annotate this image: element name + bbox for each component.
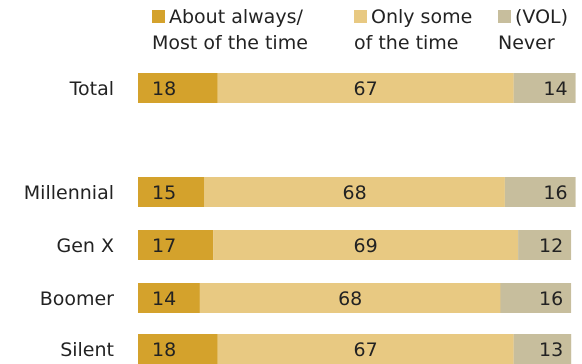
data-label-total-2: 67 <box>354 78 378 100</box>
data-label-silent-1: 18 <box>152 339 176 361</box>
category-label-total: Total <box>69 78 114 100</box>
bar-segment-silent-2 <box>217 334 514 364</box>
data-label-millennial-1: 15 <box>152 182 176 204</box>
data-label-silent-2: 67 <box>354 339 378 361</box>
data-label-total-3: 14 <box>543 78 567 100</box>
category-label-silent: Silent <box>60 339 114 361</box>
data-label-total-1: 18 <box>152 78 176 100</box>
data-label-boomer-2: 68 <box>338 288 362 310</box>
data-label-millennial-2: 68 <box>343 182 367 204</box>
data-label-silent-3: 13 <box>539 339 563 361</box>
bar-segment-total-3 <box>513 73 576 103</box>
data-label-boomer-3: 16 <box>539 288 563 310</box>
legend-label-about-always: About always/Most of the time <box>152 6 308 54</box>
bar-segment-millennial-3 <box>504 177 576 207</box>
bar-segment-silent-3 <box>513 334 572 364</box>
legend-swatch-only-some <box>354 10 367 23</box>
data-label-boomer-1: 14 <box>152 288 176 310</box>
bar-segment-silent-1 <box>138 334 218 364</box>
data-label-gen-x-1: 17 <box>152 235 176 257</box>
data-label-gen-x-2: 69 <box>354 235 378 257</box>
bar-segment-total-1 <box>138 73 218 103</box>
bar-segment-millennial-2 <box>204 177 505 207</box>
bar-segment-boomer-1 <box>138 283 200 313</box>
data-label-millennial-3: 16 <box>543 182 567 204</box>
bar-segment-millennial-1 <box>138 177 205 207</box>
legend-swatch-about-always <box>152 10 165 23</box>
category-label-millennial: Millennial <box>24 182 114 204</box>
bar-segment-gen-x-2 <box>213 230 519 260</box>
bar-segment-total-2 <box>217 73 514 103</box>
data-label-gen-x-3: 12 <box>539 235 563 257</box>
legend-label-only-some: Only some of the time <box>354 6 473 54</box>
bar-segment-gen-x-3 <box>518 230 572 260</box>
bar-segment-gen-x-1 <box>138 230 214 260</box>
category-label-boomer: Boomer <box>40 288 114 310</box>
bar-segment-boomer-2 <box>199 283 501 313</box>
bar-segment-boomer-3 <box>500 283 572 313</box>
category-label-gen-x: Gen X <box>56 235 114 257</box>
legend-swatch-never <box>498 10 511 23</box>
legend-label-never: (VOL) Never <box>498 6 569 54</box>
